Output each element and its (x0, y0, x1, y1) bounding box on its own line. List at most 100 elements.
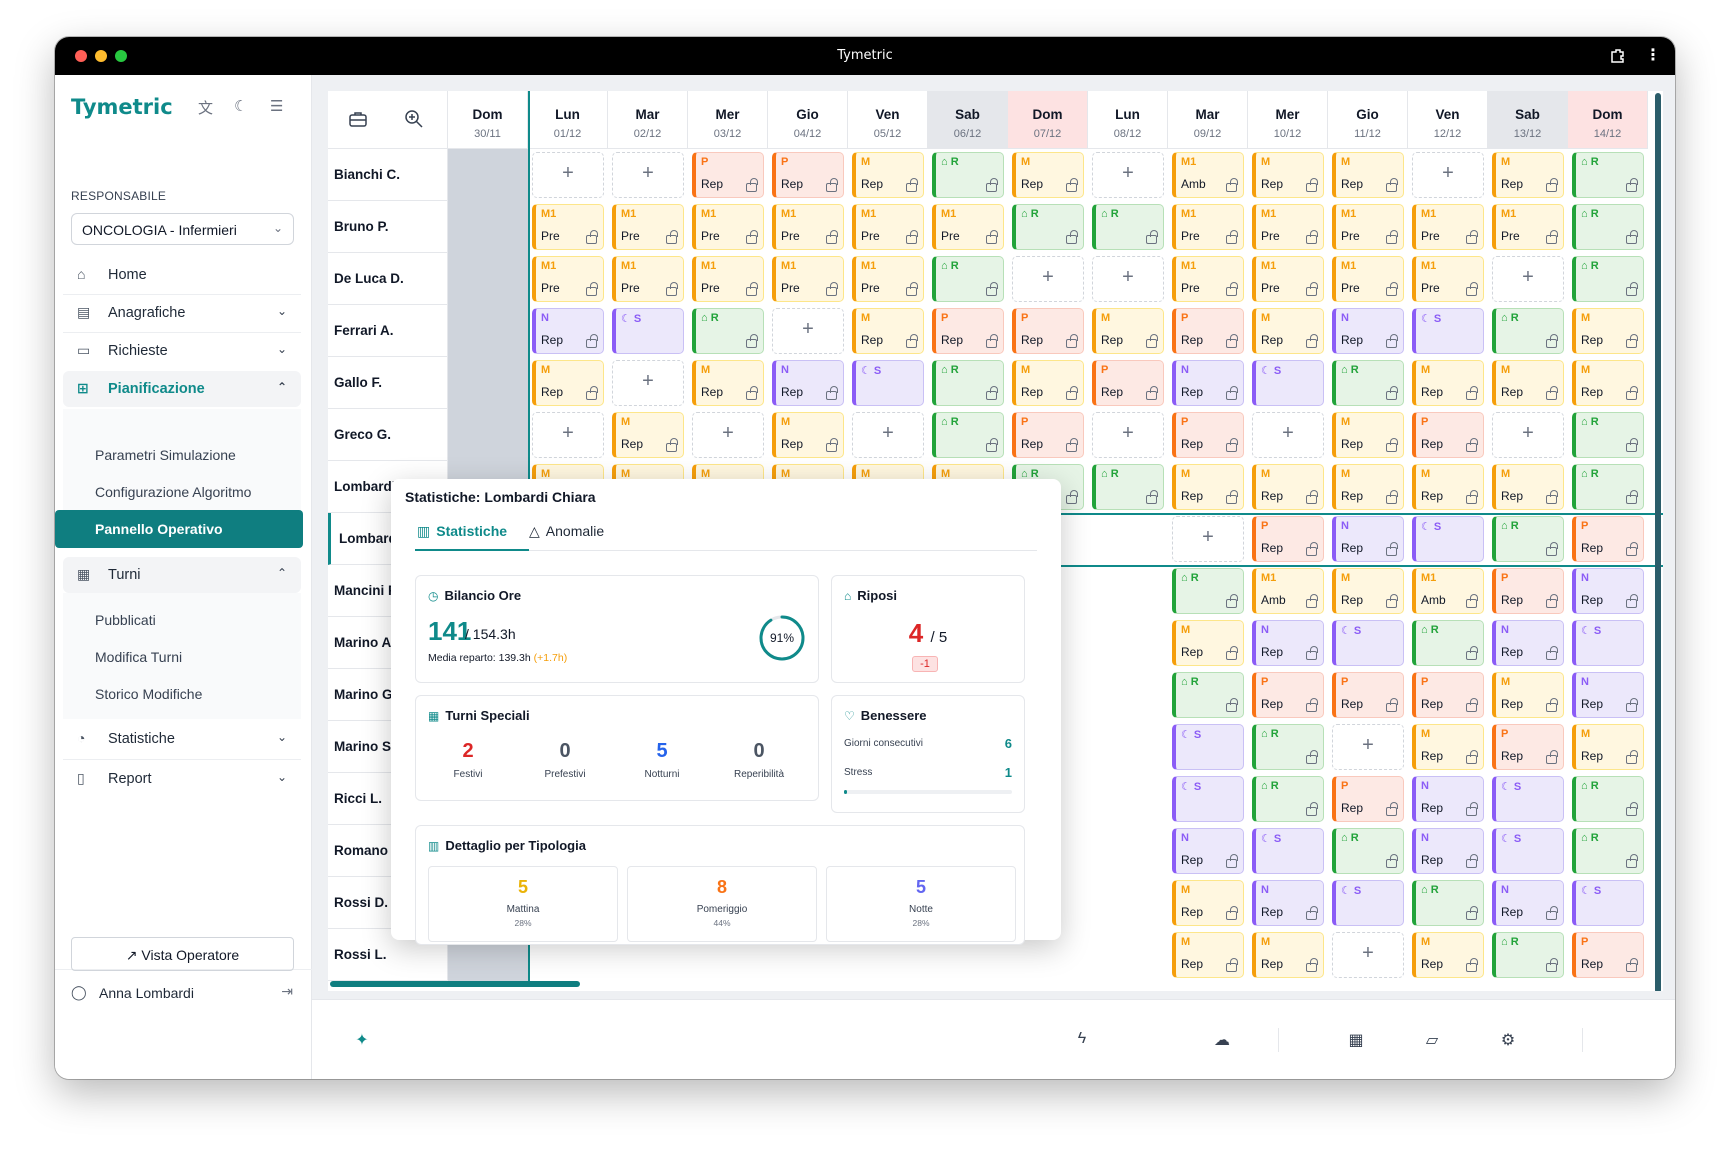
unlock-icon[interactable] (1626, 282, 1638, 296)
shift-cell[interactable]: M Rep (1012, 360, 1084, 406)
shift-cell[interactable]: N Rep (1572, 568, 1644, 614)
unlock-icon[interactable] (666, 282, 678, 296)
shift-cell[interactable]: M1 Pre (772, 256, 844, 302)
shift-cell[interactable]: M Rep (1252, 464, 1324, 510)
unlock-icon[interactable] (1626, 802, 1638, 816)
shift-cell[interactable]: N Rep (532, 308, 604, 354)
unlock-icon[interactable] (1226, 490, 1238, 504)
unlock-icon[interactable] (1546, 542, 1558, 556)
briefcase-icon[interactable] (348, 109, 368, 129)
unlock-icon[interactable] (1626, 698, 1638, 712)
shift-cell[interactable]: M1 Pre (1332, 256, 1404, 302)
shift-cell[interactable]: ⌂ R (1572, 828, 1644, 874)
empty-shift-slot[interactable]: + (532, 412, 604, 458)
shift-cell[interactable]: P Rep (1172, 308, 1244, 354)
shift-cell[interactable]: M Rep (1172, 932, 1244, 978)
shift-cell[interactable]: M Rep (1412, 360, 1484, 406)
shift-cell[interactable]: N Rep (1332, 516, 1404, 562)
unlock-icon[interactable] (586, 230, 598, 244)
unlock-icon[interactable] (1546, 490, 1558, 504)
shift-cell[interactable]: M1 Pre (1172, 256, 1244, 302)
unlock-icon[interactable] (1386, 490, 1398, 504)
unlock-icon[interactable] (1386, 230, 1398, 244)
employee-name[interactable]: Greco G. (328, 409, 448, 461)
lightning-icon[interactable]: ϟ (1077, 1030, 1087, 1047)
empty-shift-slot[interactable]: + (1492, 256, 1564, 302)
empty-shift-slot[interactable]: + (612, 360, 684, 406)
shift-cell[interactable]: N Rep (1172, 828, 1244, 874)
shift-cell[interactable]: ⌂ R (1172, 568, 1244, 614)
empty-shift-slot[interactable]: + (772, 308, 844, 354)
sub-pubblicati[interactable]: Pubblicati (63, 601, 301, 639)
unlock-icon[interactable] (986, 178, 998, 192)
unlock-icon[interactable] (1386, 178, 1398, 192)
unlock-icon[interactable] (1626, 594, 1638, 608)
unlock-icon[interactable] (1226, 386, 1238, 400)
unlock-icon[interactable] (1386, 594, 1398, 608)
unlock-icon[interactable] (1626, 438, 1638, 452)
shift-cell[interactable]: M Rep (1332, 412, 1404, 458)
unlock-icon[interactable] (986, 386, 998, 400)
unlock-icon[interactable] (1066, 178, 1078, 192)
unlock-icon[interactable] (1146, 230, 1158, 244)
close-window-button[interactable] (75, 50, 87, 62)
shift-cell[interactable]: P Rep (1012, 308, 1084, 354)
unlock-icon[interactable] (1386, 282, 1398, 296)
shift-cell[interactable]: M Rep (772, 412, 844, 458)
shift-cell[interactable]: N Rep (772, 360, 844, 406)
responsabile-select[interactable]: ONCOLOGIA - Infermieri ⌄ (71, 213, 294, 245)
employee-name[interactable]: Rossi L. (328, 929, 448, 981)
shift-cell[interactable]: ⌂ R (1572, 776, 1644, 822)
unlock-icon[interactable] (1546, 698, 1558, 712)
shift-cell[interactable]: ⌂ R (1092, 204, 1164, 250)
empty-shift-slot[interactable]: + (852, 412, 924, 458)
shift-cell[interactable]: ⌂ R (932, 412, 1004, 458)
unlock-icon[interactable] (1546, 334, 1558, 348)
unlock-icon[interactable] (986, 438, 998, 452)
unlock-icon[interactable] (1226, 698, 1238, 712)
unlock-icon[interactable] (1226, 854, 1238, 868)
unlock-icon[interactable] (986, 334, 998, 348)
shift-cell[interactable]: ⌂ R (1492, 932, 1564, 978)
unlock-icon[interactable] (1306, 750, 1318, 764)
shift-cell[interactable]: ⌂ R (1252, 724, 1324, 770)
unlock-icon[interactable] (1626, 750, 1638, 764)
shift-cell[interactable]: M1 Pre (932, 204, 1004, 250)
shift-cell[interactable]: ⌂ R (1572, 152, 1644, 198)
unlock-icon[interactable] (1546, 906, 1558, 920)
shift-cell[interactable]: M1 Pre (772, 204, 844, 250)
unlock-icon[interactable] (1386, 334, 1398, 348)
unlock-icon[interactable] (1546, 230, 1558, 244)
unlock-icon[interactable] (906, 282, 918, 296)
shift-cell[interactable]: P Rep (1572, 932, 1644, 978)
unlock-icon[interactable] (1466, 490, 1478, 504)
shift-cell[interactable]: ⌂ R (692, 308, 764, 354)
unlock-icon[interactable] (1466, 594, 1478, 608)
shift-cell[interactable]: M Rep (852, 152, 924, 198)
shift-cell[interactable]: M Rep (1572, 360, 1644, 406)
shift-cell[interactable]: M Rep (1332, 464, 1404, 510)
unlock-icon[interactable] (1226, 906, 1238, 920)
unlock-icon[interactable] (1306, 230, 1318, 244)
unlock-icon[interactable] (1626, 958, 1638, 972)
shift-cell[interactable]: P Rep (1252, 672, 1324, 718)
shift-cell[interactable]: ⌂ R (1572, 204, 1644, 250)
unlock-icon[interactable] (1386, 698, 1398, 712)
unlock-icon[interactable] (586, 334, 598, 348)
shift-cell[interactable]: P Rep (1332, 776, 1404, 822)
unlock-icon[interactable] (1466, 906, 1478, 920)
unlock-icon[interactable] (1066, 386, 1078, 400)
document-icon[interactable]: ▱ (1425, 1032, 1439, 1049)
shift-cell[interactable]: M1 Amb (1412, 568, 1484, 614)
unlock-icon[interactable] (1306, 178, 1318, 192)
zoom-in-icon[interactable] (404, 109, 424, 129)
shift-cell[interactable]: ⌂ R (1172, 672, 1244, 718)
unlock-icon[interactable] (1066, 438, 1078, 452)
shift-cell[interactable]: M Rep (1172, 464, 1244, 510)
shift-cell[interactable]: M1 Amb (1172, 152, 1244, 198)
employee-name[interactable]: Gallo F. (328, 357, 448, 409)
shift-cell[interactable]: ☾ S (1572, 620, 1644, 666)
shift-cell[interactable]: P Rep (1492, 568, 1564, 614)
shift-cell[interactable]: P Rep (1572, 516, 1644, 562)
shift-cell[interactable]: P Rep (1012, 412, 1084, 458)
